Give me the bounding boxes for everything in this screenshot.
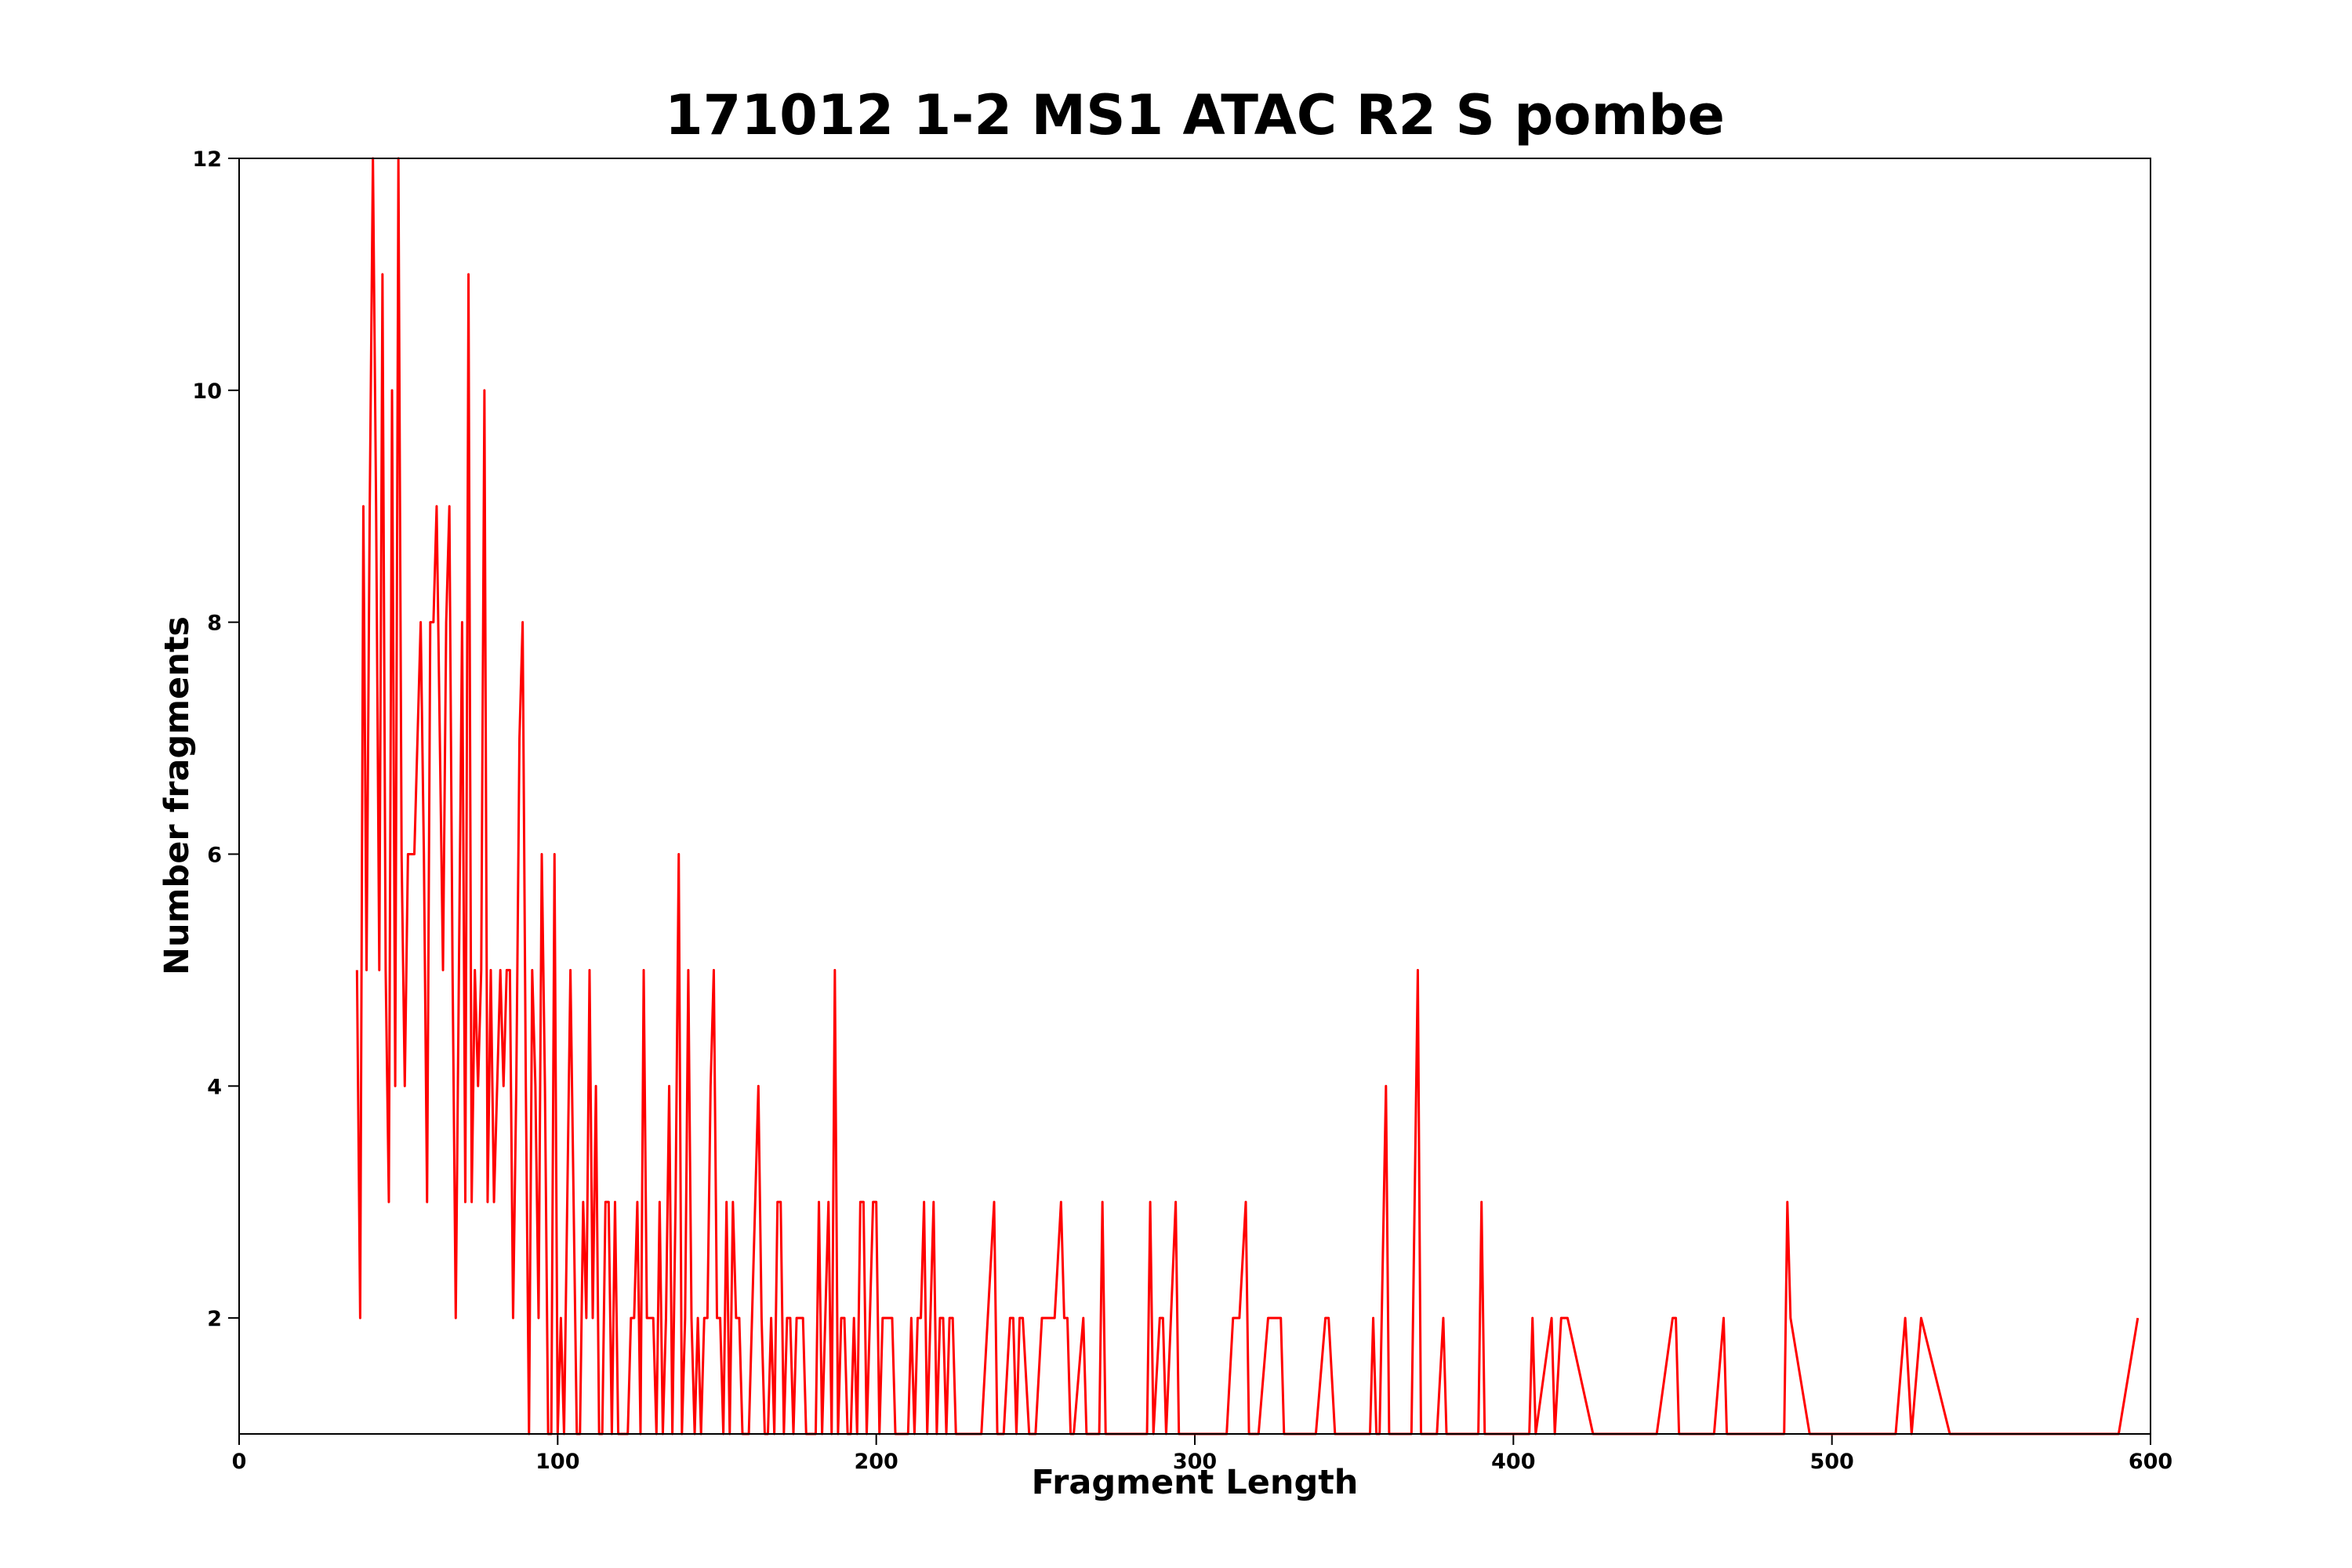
x-tick-label: 500 — [1809, 1450, 1853, 1474]
chart-title: 171012 1-2 MS1 ATAC R2 S pombe — [665, 83, 1725, 147]
y-tick-label: 12 — [192, 147, 222, 172]
x-tick-label: 0 — [232, 1450, 247, 1474]
y-tick-label: 6 — [207, 843, 222, 867]
y-tick-label: 10 — [192, 379, 222, 404]
plot-frame — [238, 158, 2151, 1435]
x-tick-label: 600 — [2129, 1450, 2172, 1474]
y-tick-label: 8 — [207, 612, 222, 636]
x-tick-label: 100 — [535, 1450, 579, 1474]
x-tick-label: 300 — [1173, 1450, 1217, 1474]
y-tick-label: 2 — [207, 1307, 222, 1331]
x-tick-label: 400 — [1491, 1450, 1535, 1474]
data-line — [355, 157, 2140, 1436]
y-axis-label: Number fragments — [158, 616, 197, 975]
x-axis-label: Fragment Length — [1032, 1463, 1359, 1502]
x-tick-label: 200 — [854, 1450, 898, 1474]
y-tick-label: 4 — [207, 1075, 222, 1099]
